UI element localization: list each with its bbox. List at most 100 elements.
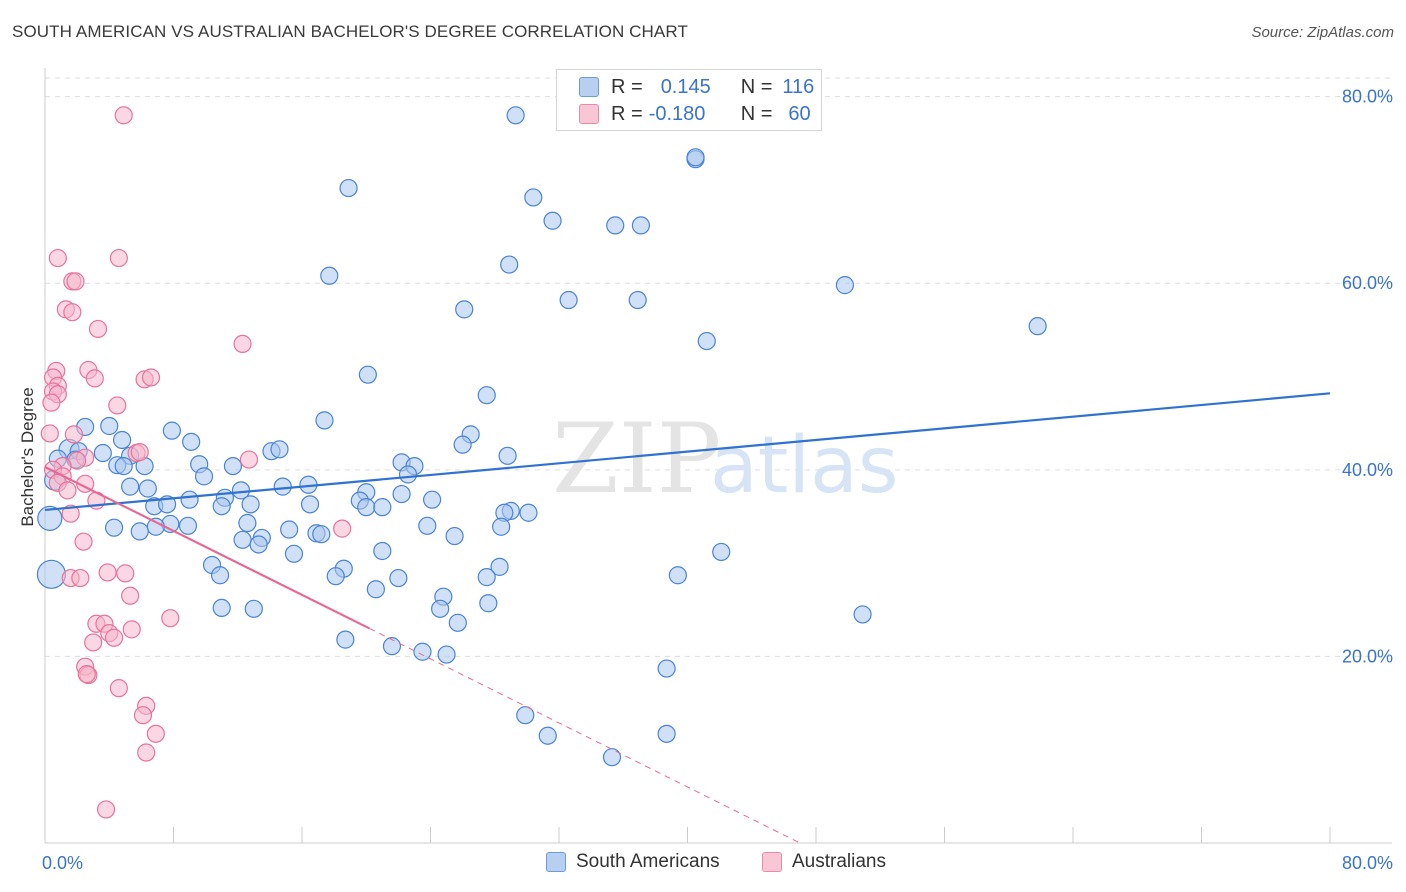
data-point-australians[interactable] xyxy=(233,334,252,353)
data-point-australians[interactable] xyxy=(108,396,127,415)
data-point-south-americans[interactable] xyxy=(524,188,543,207)
data-point-australians[interactable] xyxy=(141,368,161,387)
data-point-australians[interactable] xyxy=(42,393,61,412)
legend-item-australians[interactable]: Australians xyxy=(762,851,886,873)
data-point-south-americans[interactable] xyxy=(130,522,149,541)
data-point-south-americans[interactable] xyxy=(112,430,132,450)
data-point-south-americans[interactable] xyxy=(606,216,625,235)
data-point-australians[interactable] xyxy=(109,679,128,698)
data-point-australians[interactable] xyxy=(116,564,135,583)
data-point-south-americans[interactable] xyxy=(104,518,124,537)
data-point-south-americans[interactable] xyxy=(366,580,385,599)
data-point-south-americans[interactable] xyxy=(339,178,358,198)
data-point-south-americans[interactable] xyxy=(315,411,334,430)
data-point-australians[interactable] xyxy=(58,481,77,500)
data-point-south-americans[interactable] xyxy=(686,148,705,167)
data-point-south-americans[interactable] xyxy=(455,300,474,319)
data-point-australians[interactable] xyxy=(64,425,84,444)
data-point-south-americans[interactable] xyxy=(498,446,517,465)
data-point-south-americans[interactable] xyxy=(492,517,511,536)
data-point-south-americans[interactable] xyxy=(300,495,320,514)
data-point-australians[interactable] xyxy=(63,303,82,322)
data-point-australians[interactable] xyxy=(114,106,133,125)
data-point-south-americans[interactable] xyxy=(398,465,418,484)
data-point-australians[interactable] xyxy=(48,248,67,268)
data-point-south-americans[interactable] xyxy=(519,503,538,522)
data-point-south-americans[interactable] xyxy=(36,559,67,589)
data-point-south-americans[interactable] xyxy=(93,443,112,463)
data-point-south-americans[interactable] xyxy=(423,490,442,509)
data-point-south-americans[interactable] xyxy=(448,613,467,632)
data-point-south-americans[interactable] xyxy=(479,594,498,613)
data-point-australians[interactable] xyxy=(61,504,80,523)
data-point-south-americans[interactable] xyxy=(418,516,437,535)
data-point-south-americans[interactable] xyxy=(249,535,268,554)
data-point-south-americans[interactable] xyxy=(100,416,119,436)
data-point-south-americans[interactable] xyxy=(373,541,392,561)
legend-item-south-americans[interactable]: South Americans xyxy=(546,851,720,873)
data-point-australians[interactable] xyxy=(146,724,165,743)
data-point-south-americans[interactable] xyxy=(357,498,376,517)
data-point-south-americans[interactable] xyxy=(358,365,377,384)
data-point-south-americans[interactable] xyxy=(835,276,855,295)
data-point-australians[interactable] xyxy=(239,450,259,469)
data-point-south-americans[interactable] xyxy=(668,566,687,585)
data-point-south-americans[interactable] xyxy=(382,637,402,656)
data-point-south-americans[interactable] xyxy=(712,542,731,562)
data-point-australians[interactable] xyxy=(85,369,104,388)
data-point-south-americans[interactable] xyxy=(182,432,201,451)
data-point-south-americans[interactable] xyxy=(273,477,292,496)
data-point-south-americans[interactable] xyxy=(326,567,345,586)
data-point-australians[interactable] xyxy=(133,706,153,725)
data-point-south-americans[interactable] xyxy=(114,456,133,476)
data-point-south-americans[interactable] xyxy=(392,484,411,504)
data-point-south-americans[interactable] xyxy=(437,645,456,664)
data-point-australians[interactable] xyxy=(77,665,96,684)
data-point-australians[interactable] xyxy=(88,319,108,339)
data-point-south-americans[interactable] xyxy=(238,513,257,533)
data-point-australians[interactable] xyxy=(122,620,141,639)
data-point-australians[interactable] xyxy=(66,272,85,291)
data-point-south-americans[interactable] xyxy=(657,659,676,678)
data-point-south-americans[interactable] xyxy=(602,748,622,767)
data-point-south-americans[interactable] xyxy=(543,211,562,230)
data-point-south-americans[interactable] xyxy=(320,266,339,285)
data-point-south-americans[interactable] xyxy=(244,599,263,618)
data-point-south-americans[interactable] xyxy=(194,467,214,486)
data-point-australians[interactable] xyxy=(137,743,156,762)
data-point-south-americans[interactable] xyxy=(628,290,647,310)
data-point-south-americans[interactable] xyxy=(146,517,165,536)
data-point-australians[interactable] xyxy=(333,519,352,538)
data-point-south-americans[interactable] xyxy=(657,724,676,743)
data-point-south-americans[interactable] xyxy=(210,566,230,585)
data-point-south-americans[interactable] xyxy=(445,526,464,546)
data-point-south-americans[interactable] xyxy=(212,598,231,618)
data-point-south-americans[interactable] xyxy=(312,525,331,544)
data-point-australians[interactable] xyxy=(98,563,117,582)
data-point-south-americans[interactable] xyxy=(138,479,157,498)
data-point-south-americans[interactable] xyxy=(389,568,408,588)
data-point-australians[interactable] xyxy=(40,424,59,443)
data-point-australians[interactable] xyxy=(130,443,149,462)
data-point-south-americans[interactable] xyxy=(180,490,199,509)
data-point-south-americans[interactable] xyxy=(121,477,140,496)
data-point-south-americans[interactable] xyxy=(1028,317,1047,336)
data-point-south-americans[interactable] xyxy=(697,331,716,351)
data-point-south-americans[interactable] xyxy=(631,216,651,235)
data-point-australians[interactable] xyxy=(104,628,124,647)
data-point-south-americans[interactable] xyxy=(162,421,181,440)
data-point-south-americans[interactable] xyxy=(490,557,509,576)
data-point-australians[interactable] xyxy=(84,633,103,652)
data-point-south-americans[interactable] xyxy=(178,516,198,535)
data-point-south-americans[interactable] xyxy=(212,497,231,516)
data-point-south-americans[interactable] xyxy=(500,255,519,274)
data-point-australians[interactable] xyxy=(109,248,128,268)
data-point-south-americans[interactable] xyxy=(241,495,260,514)
data-point-south-americans[interactable] xyxy=(431,599,450,618)
data-point-south-americans[interactable] xyxy=(413,642,432,661)
data-point-south-americans[interactable] xyxy=(373,498,392,517)
data-point-australians[interactable] xyxy=(71,568,90,588)
data-point-south-americans[interactable] xyxy=(336,630,355,649)
data-point-australians[interactable] xyxy=(121,586,140,605)
data-point-south-americans[interactable] xyxy=(280,520,299,539)
